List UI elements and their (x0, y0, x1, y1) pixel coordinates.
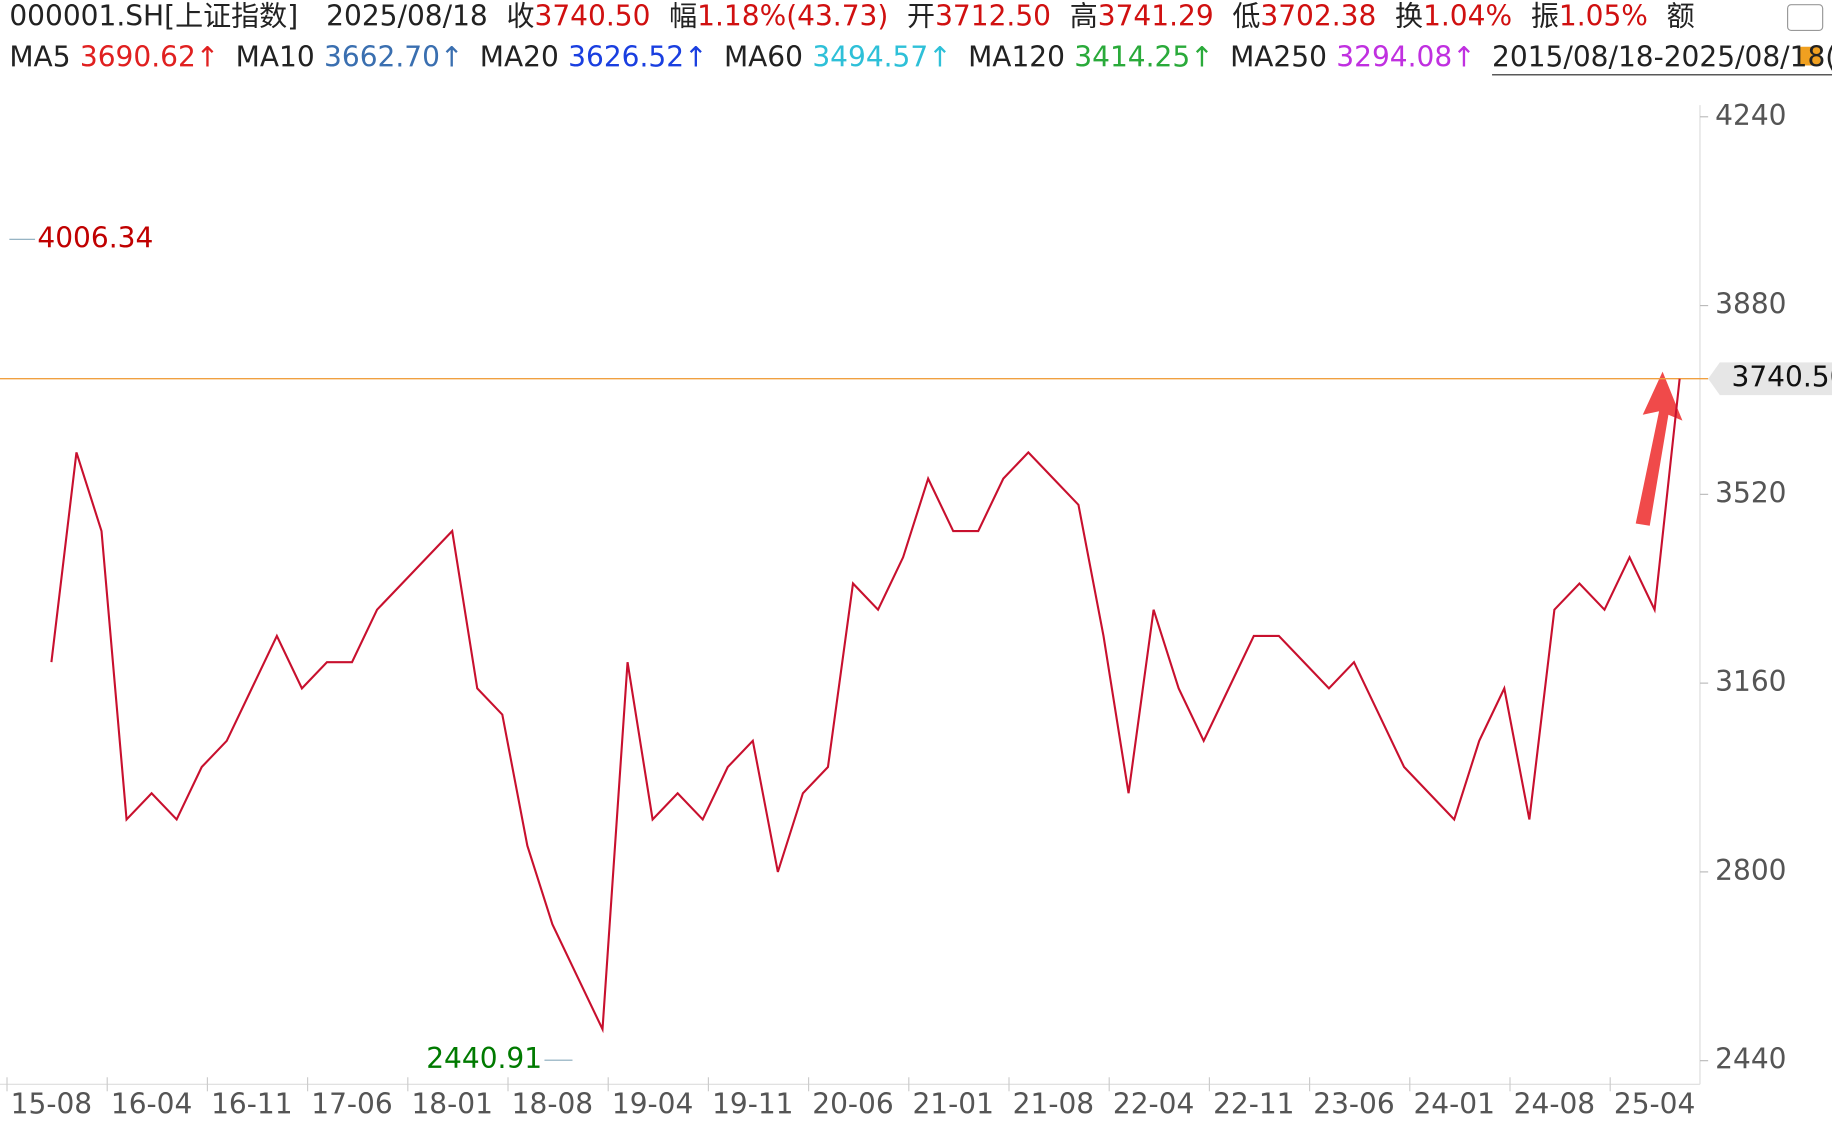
x-tick-label: 24-01 (1413, 1087, 1494, 1120)
ma-value: 3494.57↑ (812, 40, 951, 73)
y-tick-label: 3160 (1715, 665, 1786, 698)
quote-value: 1.04% (1423, 0, 1512, 33)
ma-value: 3690.62↑ (80, 40, 219, 73)
x-tick-label: 21-08 (1013, 1087, 1094, 1120)
x-tick-label: 19-04 (612, 1087, 693, 1120)
date: 2025/08/18 (326, 0, 488, 33)
quote-label: 高 (1070, 0, 1098, 33)
x-tick-label: 15-08 (11, 1087, 92, 1120)
y-tick-label: 2440 (1715, 1043, 1786, 1076)
ma-name: MA20 (480, 40, 559, 73)
quote-value: 3740.50 (535, 0, 651, 33)
y-tick-label: 2800 (1715, 854, 1786, 887)
x-tick-label: 20-06 (812, 1087, 893, 1120)
reference-label: 3740.50 (1732, 361, 1832, 394)
ma-name: MA10 (236, 40, 315, 73)
quote-label: 开 (907, 0, 935, 33)
y-tick-label: 3520 (1715, 476, 1786, 509)
ma-name: MA120 (968, 40, 1065, 73)
reference-box (1708, 362, 1832, 396)
x-tick-label: 16-11 (211, 1087, 292, 1120)
quote-label: 振 (1531, 0, 1559, 33)
symbol: 000001.SH[上证指数] (9, 0, 298, 33)
quote-value: 1.05% (1559, 0, 1648, 33)
annotation-label: 2440.91 (426, 1042, 542, 1075)
ma-value: 3294.08↑ (1336, 40, 1475, 73)
quote-label: 换 (1395, 0, 1423, 33)
quote-value: 1.18%(43.73) (697, 0, 888, 33)
ma-name: MA60 (724, 40, 803, 73)
ma-value: 3414.25↑ (1074, 40, 1213, 73)
window-icon[interactable] (1787, 4, 1824, 31)
x-tick-label: 19-11 (712, 1087, 793, 1120)
price-line (50, 378, 1681, 1034)
quote-label: 幅 (669, 0, 697, 33)
quote-value: 3741.29 (1098, 0, 1214, 33)
x-tick-label: 16-04 (111, 1087, 192, 1120)
y-tick-label: 4240 (1715, 99, 1786, 132)
quote-label: 额 (1667, 0, 1695, 33)
x-tick-label: 17-06 (311, 1087, 392, 1120)
quote-label: 低 (1232, 0, 1260, 33)
x-tick-label: 18-08 (512, 1087, 593, 1120)
y-tick-label: 3880 (1715, 288, 1786, 321)
trend-arrow (1635, 371, 1683, 526)
ma-value: 3626.52↑ (568, 40, 707, 73)
x-tick-label: 22-11 (1213, 1087, 1294, 1120)
x-tick-label: 18-01 (411, 1087, 492, 1120)
quote-value: 3702.38 (1260, 0, 1376, 33)
quote-label: 收 (506, 0, 534, 33)
x-tick-label: 24-08 (1514, 1087, 1595, 1120)
x-tick-label: 23-06 (1313, 1087, 1394, 1120)
x-tick-label: 25-04 (1614, 1087, 1695, 1120)
ma-value: 3662.70↑ (324, 40, 463, 73)
ma-name: MA5 (9, 40, 70, 73)
annotation-label: 4006.34 (37, 221, 153, 254)
date-range: 2015/08/18-2025/08/18(2430日) (1492, 40, 1832, 73)
quote-value: 3712.50 (935, 0, 1051, 33)
x-tick-label: 22-04 (1113, 1087, 1194, 1120)
lock-icon[interactable] (1799, 46, 1821, 66)
x-tick-label: 21-01 (912, 1087, 993, 1120)
ma-name: MA250 (1230, 40, 1327, 73)
